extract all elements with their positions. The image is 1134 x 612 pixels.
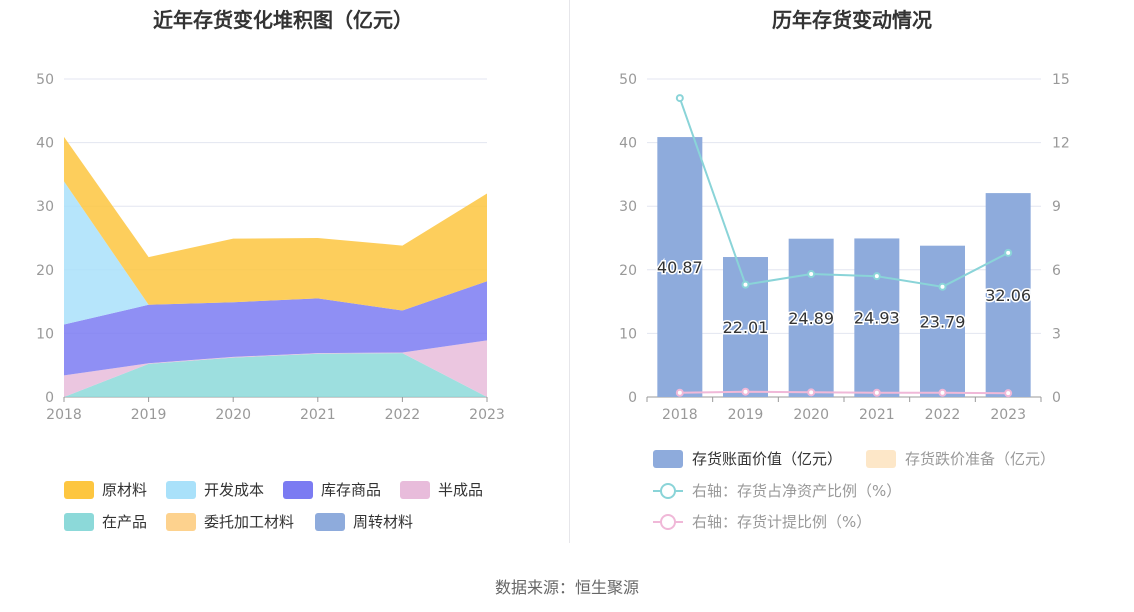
x-tick-label: 2020 <box>215 407 251 423</box>
legend-swatch <box>315 513 345 531</box>
legend-marker <box>660 483 676 499</box>
y2-tick-label: 0 <box>1052 390 1061 406</box>
area-原材料 <box>64 136 487 311</box>
bar-data-label: 22.01 <box>723 318 769 337</box>
legend-swatch <box>653 450 683 468</box>
legend-label: 半成品 <box>438 481 483 499</box>
bar-2018 <box>657 137 703 397</box>
line-point <box>741 280 750 289</box>
y-tick-label: 50 <box>619 72 637 88</box>
line-point <box>741 387 750 396</box>
x-tick-label: 2022 <box>385 407 421 423</box>
legend-label: 周转材料 <box>353 513 413 531</box>
legend-label: 委托加工材料 <box>204 513 294 531</box>
line-point <box>1004 389 1013 398</box>
legend-label: 库存商品 <box>321 481 381 499</box>
line-point <box>807 388 816 397</box>
y2-tick-label: 6 <box>1052 263 1061 279</box>
line-provision-ratio <box>679 390 1009 395</box>
legend-swatch <box>400 481 430 499</box>
legend-swatch <box>866 450 896 468</box>
line-point <box>938 388 947 397</box>
panel-divider <box>569 0 570 543</box>
bar-data-label: 24.93 <box>854 309 900 328</box>
line-point <box>1004 248 1013 257</box>
line-point <box>872 272 881 281</box>
line-net-asset-ratio <box>678 97 1009 288</box>
x-tick-label: 2018 <box>46 407 82 423</box>
x-tick-label: 2023 <box>990 407 1026 423</box>
bar-data-label: 40.87 <box>657 258 703 277</box>
area-在产品 <box>64 353 487 397</box>
y-tick-label: 10 <box>619 326 637 342</box>
y-tick-label: 30 <box>619 199 637 215</box>
bar-data-label: 24.89 <box>788 309 834 328</box>
bar-2020 <box>788 238 834 397</box>
area-库存商品 <box>64 281 487 376</box>
legend-label: 开发成本 <box>204 481 264 499</box>
y-tick-label: 10 <box>36 326 54 342</box>
line-point <box>938 282 947 291</box>
x-tick-label: 2020 <box>793 407 829 423</box>
y2-tick-label: 9 <box>1052 199 1061 215</box>
data-source-label: 数据来源：恒生聚源 <box>494 578 639 597</box>
bar-data-label: 23.79 <box>920 312 966 331</box>
line-point <box>807 270 816 279</box>
stacked-area-chart: 0 10 20 30 40 50 2018 2019 2020 2021 2022 2023 原材料 开发… <box>36 72 505 531</box>
x-tick-label: 2023 <box>469 407 505 423</box>
x-tick-label: 2019 <box>131 407 167 423</box>
right-chart-title: 历年存货变动情况 <box>772 8 932 32</box>
x-tick-label: 2021 <box>300 407 336 423</box>
legend-swatch <box>166 481 196 499</box>
bar-line-chart: 0 10 20 30 40 50 0 3 6 9 12 15 2018 2019 2020 2021 2022 2… <box>619 72 1070 531</box>
bar-2022 <box>920 245 965 397</box>
y-tick-label: 40 <box>619 136 637 152</box>
legend-label: 在产品 <box>102 513 147 531</box>
x-tick-label: 2022 <box>925 407 961 423</box>
line-point <box>872 388 881 397</box>
legend-swatch <box>283 481 313 499</box>
area-开发成本 <box>64 181 487 325</box>
y-tick-label: 50 <box>36 72 54 88</box>
legend-label: 原材料 <box>102 481 147 499</box>
y-tick-label: 0 <box>628 390 637 406</box>
x-tick-label: 2018 <box>662 407 698 423</box>
y2-tick-label: 3 <box>1052 326 1061 342</box>
y-tick-label: 20 <box>36 263 54 279</box>
bar-2021 <box>854 238 900 397</box>
y-tick-label: 20 <box>619 263 637 279</box>
y-tick-label: 40 <box>36 136 54 152</box>
y2-tick-label: 12 <box>1052 136 1070 152</box>
line-point <box>675 94 684 103</box>
bar-2023 <box>985 193 1031 397</box>
legend-swatch <box>64 481 94 499</box>
x-tick-label: 2021 <box>859 407 895 423</box>
y2-tick-label: 15 <box>1052 72 1070 88</box>
legend-label: 右轴：存货占净资产比例（%） <box>692 482 901 500</box>
legend-swatch <box>64 513 94 531</box>
legend-label: 右轴：存货计提比例（%） <box>692 513 871 531</box>
y-tick-label: 0 <box>45 390 54 406</box>
legend-swatch <box>166 513 196 531</box>
y-tick-label: 30 <box>36 199 54 215</box>
line-point <box>675 388 684 397</box>
bar-2019 <box>723 257 768 397</box>
left-chart-title: 近年存货变化堆积图（亿元） <box>153 8 413 32</box>
x-tick-label: 2019 <box>728 407 764 423</box>
legend-label: 存货跌价准备（亿元） <box>905 450 1055 468</box>
legend-label: 存货账面价值（亿元） <box>692 450 842 468</box>
bar-data-label: 32.06 <box>985 286 1031 305</box>
legend-marker <box>660 514 676 530</box>
